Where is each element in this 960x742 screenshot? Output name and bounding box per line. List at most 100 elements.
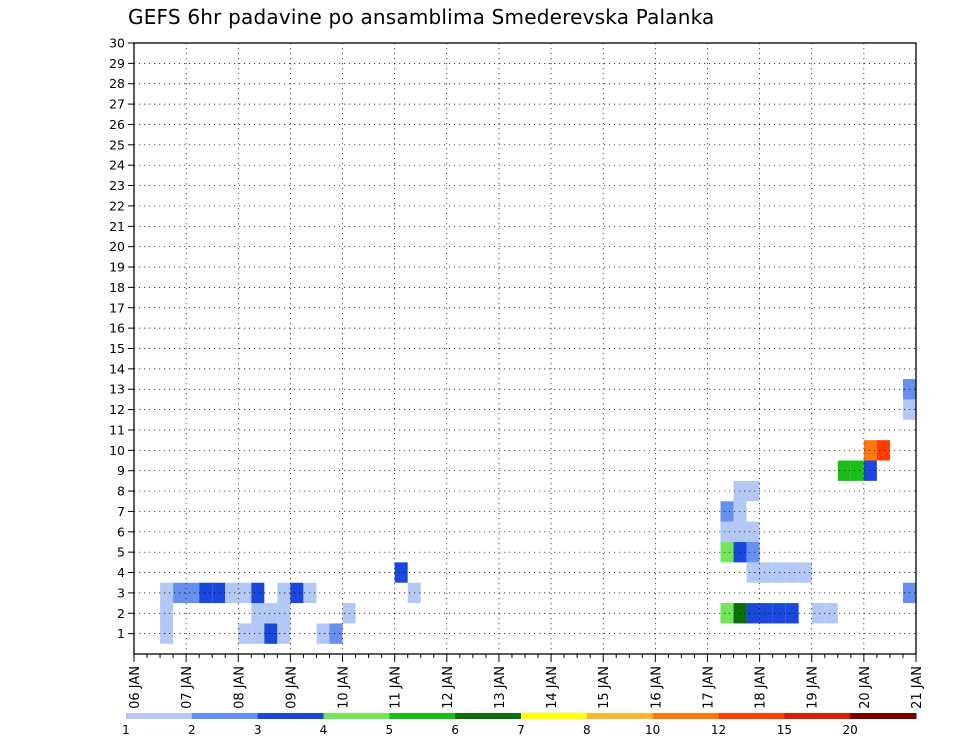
y-tick-label: 12 <box>109 402 125 417</box>
colorbar-segment <box>718 713 785 719</box>
x-tick-label: 09 JAN <box>284 666 299 709</box>
colorbar-segment <box>257 713 324 719</box>
y-tick-label: 29 <box>109 56 125 71</box>
heatmap-cells <box>160 379 916 644</box>
x-tick-label: 08 JAN <box>232 666 247 709</box>
y-tick-label: 4 <box>117 565 125 580</box>
heatmap-cell <box>785 562 799 583</box>
y-tick-label: 6 <box>117 524 125 539</box>
x-tick-label: 14 JAN <box>545 666 560 709</box>
heatmap-cell <box>746 521 760 542</box>
colorbar-label: 1 <box>122 723 130 737</box>
y-tick-label: 20 <box>109 239 125 254</box>
colorbar-segment <box>191 713 259 719</box>
heatmap-cell <box>251 582 265 604</box>
heatmap-cell <box>394 562 408 583</box>
x-tick-label: 12 JAN <box>441 666 456 709</box>
colorbar-label: 20 <box>843 723 858 737</box>
colorbar-label: 4 <box>320 723 328 737</box>
heatmap-cell <box>290 582 304 604</box>
heatmap-cell <box>863 460 877 481</box>
y-tick-label: 8 <box>117 484 125 499</box>
x-tick-label: 18 JAN <box>754 666 769 709</box>
heatmap-cell <box>329 623 343 644</box>
chart-title: GEFS 6hr padavine po ansamblima Smederev… <box>128 5 715 29</box>
colorbar-label: 2 <box>188 723 196 737</box>
x-tick-label: 17 JAN <box>701 666 716 709</box>
heatmap-cell <box>746 480 760 502</box>
heatmap-cell <box>720 541 734 563</box>
x-axis: 06 JAN 07 JAN 08 JAN 09 JAN 10 JAN 11 JAN 12 J… <box>128 654 925 709</box>
x-tick-label: 10 JAN <box>337 666 352 709</box>
colorbar-label: 3 <box>254 723 262 737</box>
heatmap-cell <box>225 582 239 604</box>
x-tick-label: 21 JAN <box>910 666 925 709</box>
heatmap-cell <box>811 603 825 624</box>
colorbar-label: 8 <box>583 723 591 737</box>
colorbar-label: 7 <box>517 723 525 737</box>
heatmap-cell <box>876 440 890 461</box>
heatmap-cell <box>720 603 734 624</box>
heatmap-cell <box>720 521 734 542</box>
heatmap-cell <box>850 460 864 481</box>
y-tick-label: 30 <box>109 36 125 51</box>
colorbar-label: 15 <box>777 723 792 737</box>
y-tick-label: 11 <box>109 422 125 437</box>
y-tick-label: 1 <box>117 626 125 641</box>
y-tick-label: 22 <box>109 198 125 213</box>
y-tick-label: 27 <box>109 97 125 112</box>
colorbar-segment <box>126 713 193 719</box>
colorbar-segment <box>521 713 588 719</box>
colorbar-label: 10 <box>645 723 660 737</box>
heatmap-cell <box>863 440 877 461</box>
grid-lines <box>134 42 916 654</box>
heatmap-cell <box>251 603 265 624</box>
x-tick-label: 16 JAN <box>649 666 664 709</box>
y-tick-label: 23 <box>109 178 125 193</box>
colorbar-segment <box>850 713 917 719</box>
y-tick-label: 17 <box>109 300 125 315</box>
heatmap-cell <box>160 623 174 644</box>
heatmap-cell <box>264 623 278 644</box>
heatmap-cell <box>186 582 200 604</box>
colorbar: 1 2 3 4 5 6 7 8 10 12 15 20 <box>122 713 917 737</box>
y-tick-label: 14 <box>109 361 125 376</box>
y-tick-label: 5 <box>117 545 125 560</box>
heatmap-cell <box>720 501 734 522</box>
heatmap-cell <box>264 603 278 624</box>
x-tick-label: 07 JAN <box>180 666 195 709</box>
x-tick-label: 19 JAN <box>806 666 821 709</box>
y-tick-label: 3 <box>117 585 125 600</box>
x-tick-label: 15 JAN <box>597 666 612 709</box>
colorbar-segment <box>784 713 851 719</box>
y-axis: 1234567891011121314151617181920212223242… <box>109 36 134 641</box>
heatmap-cell <box>746 541 760 563</box>
heatmap-cell <box>824 603 838 624</box>
heatmap-cell <box>160 582 174 604</box>
y-tick-label: 15 <box>109 341 125 356</box>
y-tick-label: 28 <box>109 76 125 91</box>
x-tick-label: 06 JAN <box>128 666 143 709</box>
x-tick-label: 20 JAN <box>858 666 873 709</box>
heatmap-cell <box>316 623 330 644</box>
heatmap-cell <box>199 582 213 604</box>
heatmap-cell <box>251 623 265 644</box>
colorbar-label: 12 <box>711 723 726 737</box>
y-tick-label: 25 <box>109 137 125 152</box>
heatmap-cell <box>212 582 226 604</box>
y-tick-label: 9 <box>117 463 125 478</box>
y-tick-label: 2 <box>117 606 125 621</box>
heatmap-cell <box>277 623 291 644</box>
y-tick-label: 10 <box>109 443 125 458</box>
y-tick-label: 13 <box>109 382 125 397</box>
colorbar-segment <box>652 713 719 719</box>
y-tick-label: 18 <box>109 280 125 295</box>
y-tick-label: 19 <box>109 260 125 275</box>
heatmap-cell <box>798 562 812 583</box>
heatmap-cell <box>785 603 799 624</box>
heatmap-cell <box>277 582 291 604</box>
heatmap-cell <box>746 603 760 624</box>
y-tick-label: 26 <box>109 117 125 132</box>
x-tick-label: 11 JAN <box>389 666 404 709</box>
